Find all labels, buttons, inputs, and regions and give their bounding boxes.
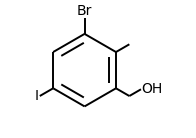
Text: Br: Br bbox=[77, 4, 92, 18]
Text: I: I bbox=[35, 89, 39, 103]
Text: OH: OH bbox=[142, 82, 163, 96]
